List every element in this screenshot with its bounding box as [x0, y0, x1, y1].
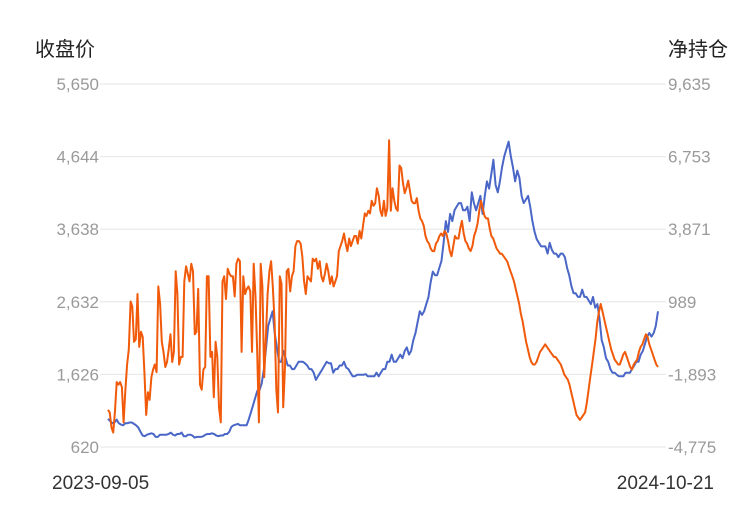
- right-tick-label: 3,871: [668, 220, 711, 239]
- right-tick-label: 9,635: [668, 75, 711, 94]
- left-tick-label: 2,632: [56, 293, 99, 312]
- series-line-right-axis: [107, 139, 659, 434]
- right-axis-ticks: 9,635 6,753 3,871 989 -1,893 -4,775: [668, 75, 716, 457]
- left-axis-title: 收盘价: [35, 37, 95, 61]
- right-tick-label: 989: [668, 293, 696, 312]
- right-tick-label: -1,893: [668, 365, 716, 384]
- left-tick-label: 3,638: [56, 220, 99, 239]
- right-tick-label: -4,775: [668, 438, 716, 457]
- left-tick-label: 5,650: [56, 75, 99, 94]
- left-axis-ticks: 5,650 4,644 3,638 2,632 1,626 620: [56, 75, 99, 457]
- left-tick-label: 4,644: [56, 148, 99, 167]
- x-tick-label-end: 2024-10-21: [617, 473, 714, 494]
- right-tick-label: 6,753: [668, 148, 711, 167]
- grid-lines: [100, 83, 666, 448]
- x-tick-label-start: 2023-09-05: [52, 473, 149, 494]
- right-axis-title: 净持仓: [668, 37, 728, 61]
- series-lines: [107, 139, 659, 439]
- series-line-left-axis: [107, 140, 659, 439]
- left-tick-label: 1,626: [56, 365, 99, 384]
- left-tick-label: 620: [71, 438, 99, 457]
